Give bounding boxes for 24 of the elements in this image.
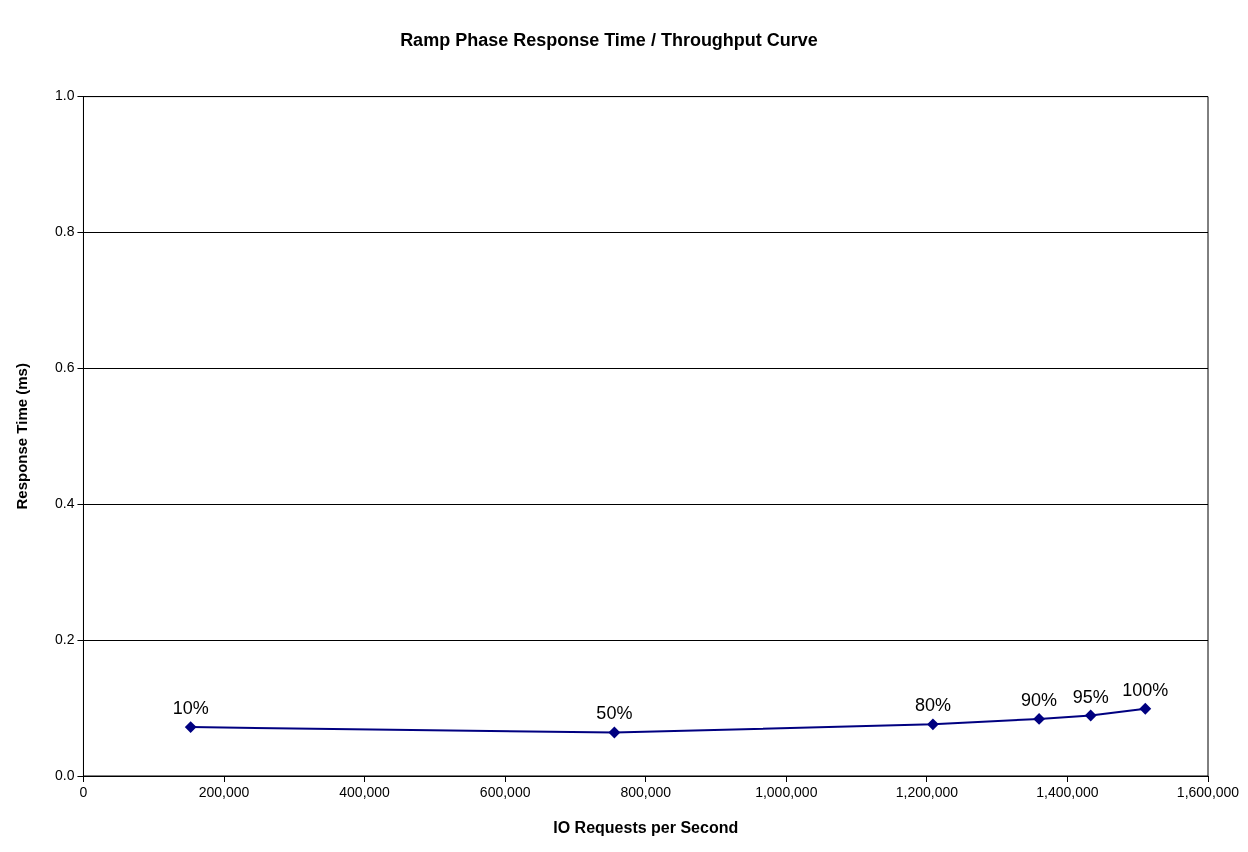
y-tick-label: 0.6 [54,359,75,376]
y-tick-label: 0.0 [54,766,75,783]
annotation: 100% [1122,679,1169,700]
annotation: 10% [172,698,209,719]
x-tick-label: 200,000 [198,784,250,801]
y-tick-label: 0.2 [54,630,75,647]
x-tick-label: 0 [79,784,88,801]
annotation: 95% [1072,686,1109,707]
y-tick-label: 1.0 [54,87,75,104]
y-tick-label: 0.8 [54,223,75,240]
x-tick-label: 600,000 [479,784,531,801]
annotation: 80% [914,695,951,716]
annotation: 90% [1021,689,1058,710]
y-axis-title: Response Time (ms) [13,363,31,510]
x-tick-label: 1,000,000 [755,784,818,801]
x-tick-label: 400,000 [339,784,391,801]
x-axis-title: IO Requests per Second [553,818,739,836]
x-tick-label: 1,600,000 [1176,784,1240,801]
annotation: 50% [596,703,633,724]
chart-title: Ramp Phase Response Time / Throughput Curve [400,29,818,50]
y-tick-label: 0.4 [54,495,75,512]
x-tick-label: 1,200,000 [895,784,959,801]
x-tick-label: 1,400,000 [1036,784,1099,801]
x-tick-label: 800,000 [620,784,672,801]
